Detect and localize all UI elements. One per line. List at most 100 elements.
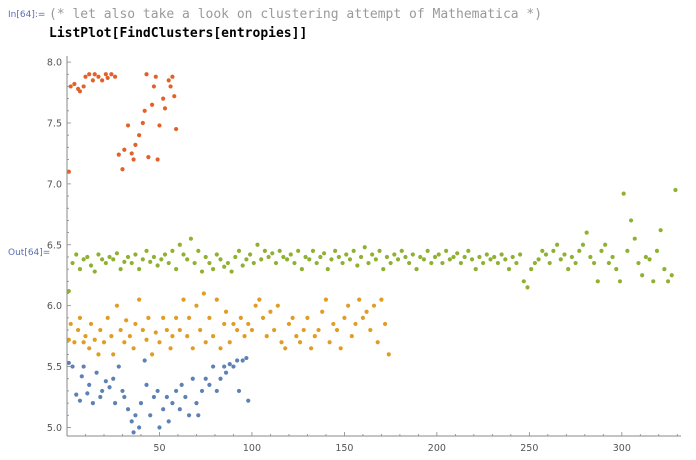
- cluster-1-point: [244, 355, 249, 361]
- cluster-3-point: [321, 251, 327, 256]
- cluster-2-point: [223, 309, 229, 314]
- cluster-1-point: [94, 370, 99, 375]
- cluster-3-point: [303, 254, 308, 260]
- cluster-4-point: [144, 72, 149, 77]
- cluster-2-point: [114, 303, 120, 308]
- cluster-1-point: [161, 407, 166, 412]
- cluster-4-point: [170, 74, 175, 79]
- cluster-4-point: [92, 72, 97, 77]
- cluster-1-point: [223, 370, 229, 375]
- cluster-2-point: [68, 321, 73, 327]
- y-tick-label: 5.5: [47, 362, 62, 373]
- cluster-4-point: [112, 74, 118, 79]
- cluster-2-point: [301, 327, 306, 333]
- cluster-3-point: [366, 260, 371, 266]
- cluster-3-point: [129, 260, 134, 266]
- cluster-2-point: [346, 303, 351, 308]
- cluster-2-point: [92, 337, 97, 342]
- cluster-3-point: [462, 254, 467, 260]
- cluster-2-point: [201, 291, 206, 296]
- cluster-3-point: [566, 267, 571, 272]
- cluster-2-point: [83, 334, 88, 339]
- cluster-2-point: [264, 334, 269, 339]
- cluster-4-point: [87, 72, 92, 77]
- cluster-2-point: [140, 327, 145, 333]
- cluster-2-point: [360, 315, 366, 320]
- cluster-2-point: [144, 337, 149, 342]
- cluster-1-point: [90, 401, 95, 406]
- cluster-3-point: [562, 252, 567, 257]
- cluster-4-point: [149, 102, 155, 107]
- cluster-2-point: [338, 346, 343, 351]
- cluster-3-point: [588, 254, 593, 260]
- y-tick-label: 7.0: [47, 179, 62, 190]
- input-code[interactable]: ListPlot[FindClusters[entropies]]: [49, 26, 308, 41]
- cluster-3-point: [118, 267, 123, 272]
- cluster-2-point: [242, 334, 247, 339]
- cluster-3-point: [358, 254, 364, 260]
- cluster-3-point: [573, 260, 578, 266]
- cluster-2-point: [368, 327, 373, 333]
- cluster-2-point: [185, 334, 190, 339]
- cluster-1-point: [190, 376, 195, 381]
- cluster-3-point: [273, 260, 279, 266]
- x-tick-label: 150: [335, 443, 353, 454]
- in-prompt-label: In[64]:=: [8, 10, 46, 20]
- cluster-2-point: [364, 309, 369, 314]
- cluster-3-point: [665, 279, 671, 284]
- cluster-3-point: [122, 259, 127, 264]
- cluster-1-point: [235, 358, 240, 363]
- cluster-3-point: [103, 260, 108, 266]
- cluster-2-point: [297, 340, 303, 345]
- cluster-3-point: [107, 254, 112, 260]
- cluster-4-point: [81, 84, 86, 89]
- cluster-3-point: [170, 248, 175, 253]
- cluster-4-point: [153, 74, 158, 79]
- cluster-3-point: [85, 254, 90, 260]
- cluster-3-point: [66, 288, 71, 294]
- cluster-1-point: [111, 376, 116, 381]
- cluster-3-point: [388, 260, 393, 266]
- cluster-2-point: [146, 315, 151, 320]
- cluster-1-point: [131, 430, 136, 435]
- cluster-4-point: [151, 84, 157, 89]
- cluster-3-point: [447, 257, 452, 262]
- cluster-4-point: [100, 78, 105, 83]
- cluster-2-point: [272, 327, 277, 333]
- cluster-2-point: [235, 327, 240, 333]
- cluster-1-point: [218, 376, 223, 381]
- cluster-2-point: [222, 321, 227, 327]
- cluster-3-point: [532, 260, 537, 266]
- cluster-4-point: [68, 84, 73, 89]
- cluster-2-point: [153, 330, 158, 335]
- cluster-3-point: [329, 257, 334, 262]
- cluster-3-point: [432, 254, 438, 260]
- cluster-3-point: [188, 236, 194, 241]
- cluster-3-point: [377, 248, 382, 253]
- cluster-1-point: [227, 362, 232, 367]
- cluster-3-point: [196, 248, 201, 253]
- cluster-1-point: [166, 419, 171, 424]
- cluster-3-point: [307, 257, 312, 262]
- cluster-1-point: [170, 401, 175, 406]
- cluster-2-point: [294, 334, 299, 339]
- cluster-3-point: [521, 279, 526, 284]
- cluster-3-point: [392, 252, 397, 257]
- cluster-3-point: [403, 254, 408, 260]
- cluster-3-point: [481, 260, 486, 266]
- cluster-3-point: [255, 242, 260, 247]
- cluster-3-point: [310, 248, 316, 253]
- cluster-2-point: [157, 340, 162, 345]
- cluster-3-point: [558, 257, 563, 262]
- cluster-3-point: [518, 252, 523, 257]
- cluster-1-point: [116, 364, 121, 369]
- cluster-3-point: [222, 264, 227, 269]
- cluster-3-point: [288, 252, 293, 257]
- cluster-3-point: [203, 254, 208, 260]
- cluster-3-point: [488, 257, 493, 262]
- cluster-2-point: [170, 334, 175, 339]
- cluster-4-point: [161, 96, 166, 101]
- cluster-3-point: [407, 260, 412, 266]
- cluster-3-point: [421, 257, 427, 262]
- cluster-3-point: [492, 254, 497, 260]
